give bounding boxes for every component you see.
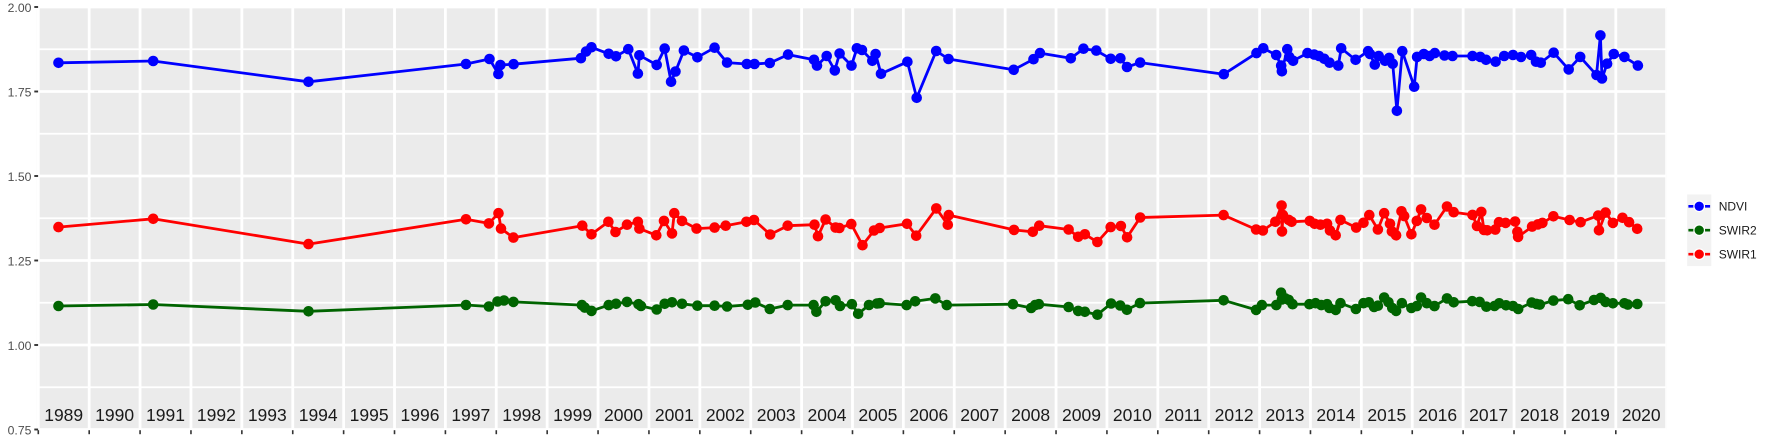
svg-text:1990: 1990 bbox=[95, 405, 134, 425]
svg-text:2019: 2019 bbox=[1571, 405, 1610, 425]
svg-text:1992: 1992 bbox=[197, 405, 236, 425]
svg-text:2008: 2008 bbox=[1011, 405, 1050, 425]
svg-text:2018: 2018 bbox=[1520, 405, 1559, 425]
svg-text:2009: 2009 bbox=[1062, 405, 1101, 425]
svg-text:0.75: 0.75 bbox=[8, 424, 32, 438]
svg-text:1.50: 1.50 bbox=[8, 170, 32, 184]
svg-text:2013: 2013 bbox=[1266, 405, 1305, 425]
svg-text:1989: 1989 bbox=[44, 405, 83, 425]
svg-text:NDVI: NDVI bbox=[1719, 200, 1748, 214]
svg-text:2017: 2017 bbox=[1469, 405, 1508, 425]
svg-text:2016: 2016 bbox=[1418, 405, 1457, 425]
svg-text:1.00: 1.00 bbox=[8, 339, 32, 353]
svg-text:2.00: 2.00 bbox=[8, 1, 32, 15]
svg-text:2000: 2000 bbox=[604, 405, 643, 425]
svg-text:2020: 2020 bbox=[1622, 405, 1661, 425]
svg-text:SWIR1: SWIR1 bbox=[1719, 247, 1757, 261]
svg-text:1998: 1998 bbox=[502, 405, 541, 425]
svg-text:1999: 1999 bbox=[553, 405, 592, 425]
svg-text:2006: 2006 bbox=[909, 405, 948, 425]
svg-text:1.25: 1.25 bbox=[8, 255, 32, 269]
svg-text:1.75: 1.75 bbox=[8, 86, 32, 100]
svg-text:2007: 2007 bbox=[960, 405, 999, 425]
svg-text:2002: 2002 bbox=[706, 405, 745, 425]
svg-text:2005: 2005 bbox=[858, 405, 897, 425]
svg-text:2015: 2015 bbox=[1367, 405, 1406, 425]
svg-text:1994: 1994 bbox=[299, 405, 338, 425]
svg-text:2003: 2003 bbox=[757, 405, 796, 425]
svg-text:2012: 2012 bbox=[1215, 405, 1254, 425]
svg-text:2004: 2004 bbox=[808, 405, 847, 425]
svg-text:1997: 1997 bbox=[451, 405, 490, 425]
svg-text:2014: 2014 bbox=[1316, 405, 1355, 425]
svg-text:1993: 1993 bbox=[248, 405, 287, 425]
svg-text:2011: 2011 bbox=[1164, 405, 1202, 425]
svg-text:1991: 1991 bbox=[146, 405, 185, 425]
svg-text:1996: 1996 bbox=[401, 405, 440, 425]
svg-text:2001: 2001 bbox=[655, 405, 694, 425]
svg-text:2010: 2010 bbox=[1113, 405, 1152, 425]
svg-text:SWIR2: SWIR2 bbox=[1719, 224, 1757, 238]
svg-text:1995: 1995 bbox=[350, 405, 389, 425]
